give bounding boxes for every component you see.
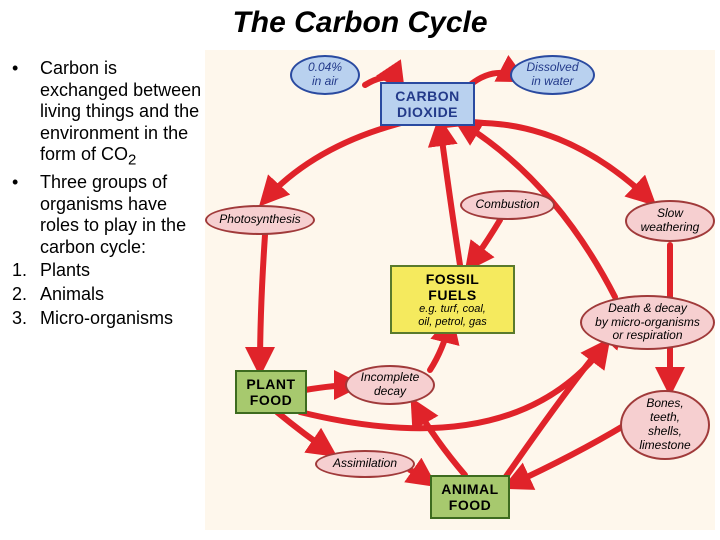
bullet-1-text: Carbon is exchanged between living thing… bbox=[40, 58, 202, 170]
num-label: 1. bbox=[12, 260, 40, 282]
node-assim: Assimilation bbox=[315, 450, 415, 478]
node-combustion: Combustion bbox=[460, 190, 555, 220]
node-slowweath: Slowweathering bbox=[625, 200, 715, 242]
arrow-8 bbox=[510, 425, 625, 485]
arrow-5 bbox=[440, 125, 460, 265]
page-title: The Carbon Cycle bbox=[0, 6, 720, 40]
bullet-1: • Carbon is exchanged between living thi… bbox=[12, 58, 202, 170]
bullet-1-sub: 2 bbox=[128, 152, 136, 169]
num-label: 2. bbox=[12, 284, 40, 306]
arrow-6 bbox=[445, 123, 650, 200]
node-bones: Bones,teeth,shells,limestone bbox=[620, 390, 710, 460]
node-plantfood: PLANTFOOD bbox=[235, 370, 307, 414]
arrow-9 bbox=[505, 325, 620, 478]
numbered-2: 2. Animals bbox=[12, 284, 202, 306]
arrow-2 bbox=[265, 122, 405, 200]
arrow-13 bbox=[410, 470, 430, 482]
arrow-3 bbox=[260, 235, 265, 368]
numbered-1: 1. Plants bbox=[12, 260, 202, 282]
node-fossil: FOSSIL FUELSe.g. turf, coal,oil, petrol,… bbox=[390, 265, 515, 334]
node-air: 0.04%in air bbox=[290, 55, 360, 95]
node-animalfood: ANIMALFOOD bbox=[430, 475, 510, 519]
text-column: • Carbon is exchanged between living thi… bbox=[12, 58, 202, 331]
bullet-2-text: Three groups of organisms have roles to … bbox=[40, 172, 202, 258]
num-1-text: Plants bbox=[40, 260, 202, 282]
num-3-text: Micro-organisms bbox=[40, 308, 202, 330]
node-dissolved: Dissolvedin water bbox=[510, 55, 595, 95]
bullet-2: • Three groups of organisms have roles t… bbox=[12, 172, 202, 258]
bullet-char: • bbox=[12, 58, 40, 170]
node-incdecay: Incompletedecay bbox=[345, 365, 435, 405]
bullet-1-main: Carbon is exchanged between living thing… bbox=[40, 58, 201, 164]
bullet-char: • bbox=[12, 172, 40, 258]
arrow-4 bbox=[470, 220, 500, 265]
arrow-16 bbox=[415, 405, 465, 475]
carbon-cycle-diagram: 0.04%in air Dissolvedin water CARBONDIOXID… bbox=[205, 50, 715, 530]
node-photosyn: Photosynthesis bbox=[205, 205, 315, 235]
numbered-3: 3. Micro-organisms bbox=[12, 308, 202, 330]
node-co2: CARBONDIOXIDE bbox=[380, 82, 475, 126]
node-deathdecay: Death & decayby micro-organismsor respir… bbox=[580, 295, 715, 350]
num-2-text: Animals bbox=[40, 284, 202, 306]
num-label: 3. bbox=[12, 308, 40, 330]
arrow-12 bbox=[277, 412, 330, 452]
